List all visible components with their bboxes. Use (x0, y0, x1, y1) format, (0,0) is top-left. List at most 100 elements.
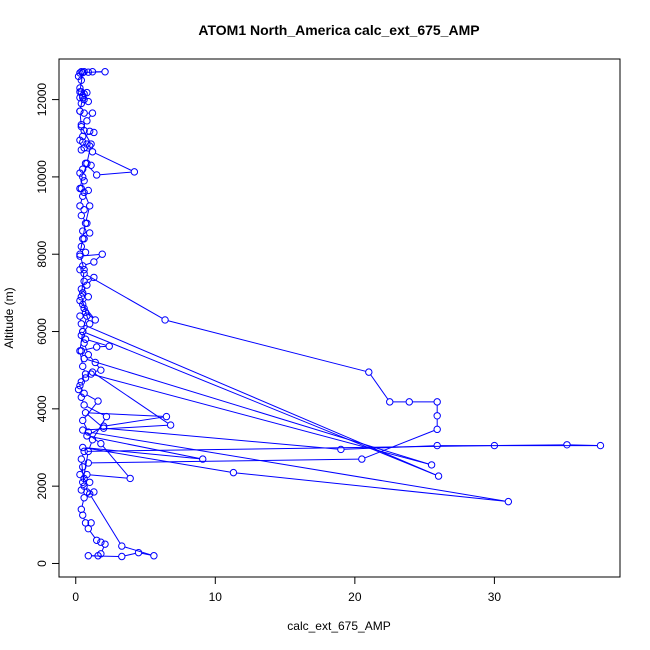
data-point (365, 368, 373, 376)
series-segment (93, 419, 106, 438)
data-point (76, 347, 84, 355)
series-segment (87, 359, 429, 465)
data-point (80, 401, 88, 409)
data-point (199, 455, 207, 463)
data-point (86, 202, 94, 210)
series-segment (88, 115, 92, 119)
series-segment (91, 432, 506, 502)
data-point (76, 69, 84, 77)
data-point (80, 482, 88, 490)
y-tick-label: 6000 (35, 318, 49, 345)
series-segment (85, 262, 92, 266)
data-point (76, 88, 84, 96)
data-point (83, 159, 91, 168)
data-point (83, 470, 91, 479)
series-segment (91, 555, 119, 557)
series-segment (106, 427, 338, 450)
x-tick-label: 30 (488, 590, 502, 604)
data-point (76, 84, 84, 92)
data-point (92, 171, 101, 179)
series-segment (90, 496, 121, 544)
series-segment (85, 447, 231, 473)
data-point (79, 192, 87, 200)
data-point (84, 351, 93, 359)
y-tick-label: 2000 (35, 472, 49, 499)
data-point (92, 343, 101, 351)
series-segment (80, 199, 83, 203)
series-segment (95, 152, 132, 171)
data-point (79, 327, 87, 336)
series-segment (86, 278, 92, 281)
y-tick-label: 10000 (35, 160, 49, 194)
data-point (79, 478, 87, 486)
data-point (76, 184, 84, 193)
data-point (97, 538, 105, 546)
data-point (84, 97, 93, 106)
data-point (77, 121, 86, 129)
data-point (358, 455, 366, 463)
data-point (76, 250, 84, 258)
axes-layer: 0 10 20 30 0 2000 4000 6000 8000 10000 12000 (35, 83, 501, 604)
series-segment (85, 447, 200, 460)
data-point (76, 252, 84, 260)
data-point (84, 552, 93, 560)
data-point (97, 366, 105, 374)
data-point (162, 412, 171, 421)
data-point (80, 269, 88, 278)
data-point (79, 173, 87, 181)
data-point (79, 416, 87, 425)
data-point (80, 109, 88, 117)
data-point (77, 455, 86, 463)
data-point (102, 412, 111, 421)
data-point (433, 425, 441, 434)
data-point (77, 285, 86, 293)
series-segment (106, 416, 164, 427)
data-point (97, 439, 105, 448)
data-point (80, 68, 88, 76)
series-segment (124, 546, 151, 556)
series-segment (85, 424, 168, 431)
data-point (87, 140, 95, 148)
data-point (80, 206, 88, 214)
series-segment (90, 356, 94, 361)
data-point (386, 398, 394, 406)
data-point (88, 368, 97, 376)
series-segment (83, 423, 88, 430)
data-point (79, 93, 87, 102)
data-point (83, 432, 91, 440)
data-point (79, 463, 87, 471)
data-point (86, 320, 94, 328)
chart-title: ATOM1 North_America calc_ext_675_AMP (198, 22, 479, 38)
data-point (118, 552, 126, 561)
data-point (77, 331, 86, 340)
data-point (84, 186, 93, 195)
series-segment (344, 445, 435, 450)
data-point (81, 409, 90, 417)
series-segment (90, 474, 128, 479)
data-point (105, 342, 113, 350)
series-segment (101, 546, 105, 552)
series-segment (99, 171, 132, 176)
data-point (79, 443, 87, 452)
series-segment (89, 436, 200, 459)
data-point (79, 68, 87, 77)
data-point (81, 308, 90, 316)
data-point (337, 445, 345, 454)
series-segment (81, 380, 85, 384)
data-point (77, 146, 86, 154)
data-point (87, 370, 95, 378)
series-segment (88, 279, 93, 284)
data-point (77, 393, 86, 401)
series-segment (94, 373, 169, 424)
data-point (86, 490, 94, 498)
data-point (84, 293, 93, 301)
data-point (80, 188, 88, 197)
data-point (76, 381, 84, 390)
data-point (79, 362, 87, 371)
data-point (84, 447, 93, 456)
series-segment (84, 345, 88, 352)
data-point (79, 426, 87, 434)
data-point (161, 316, 169, 324)
data-point (83, 117, 91, 125)
